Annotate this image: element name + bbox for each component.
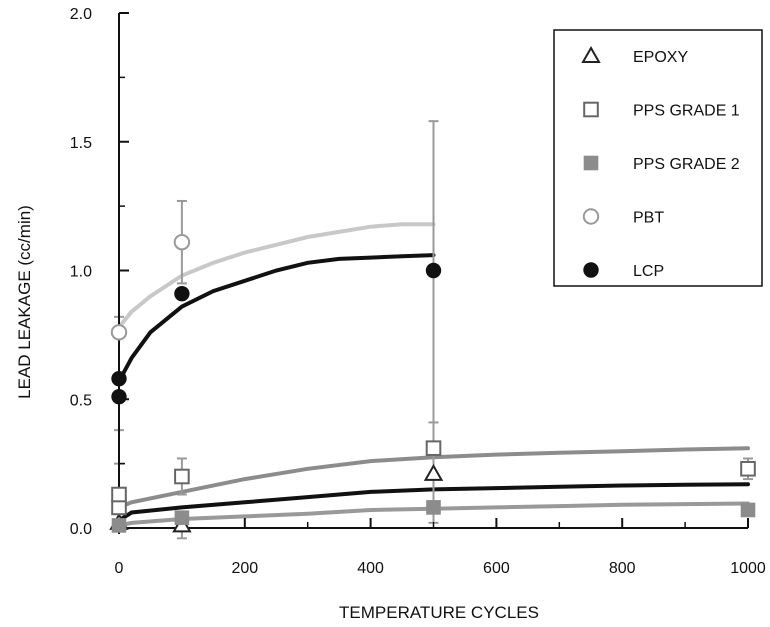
legend-label-epoxy: EPOXY — [633, 49, 688, 66]
data-point-pbt — [110, 324, 128, 341]
data-point-pps-grade-1 — [111, 486, 127, 503]
data-point-pps-grade-1 — [425, 440, 442, 456]
fit-curve-lcp — [117, 253, 436, 384]
y-tick-label: 0.0 — [70, 521, 92, 538]
y-tick-label: 1.5 — [70, 135, 92, 152]
legend-marker-pbt — [582, 208, 600, 225]
x-axis-title: TEMPERATURE CYCLES — [339, 603, 539, 622]
fit-curve-pps-grade-1 — [117, 446, 750, 510]
data-point-pps-grade-2 — [426, 500, 441, 515]
data-point-pps-grade-2 — [740, 502, 756, 518]
fit-curve-pbt — [117, 222, 436, 330]
data-markers — [109, 233, 756, 533]
axes — [113, 12, 749, 534]
fit-curve-epoxy — [117, 482, 750, 523]
data-point-pps-grade-2 — [174, 510, 190, 525]
fit-curves — [117, 222, 750, 528]
legend-label-pps-grade-1: PPS GRADE 1 — [633, 103, 740, 120]
legend-label-lcp: LCP — [633, 263, 664, 280]
legend: EPOXY PPS GRADE 1 PPS GRADE 2 PBT LCP — [553, 29, 763, 287]
x-tick-label: 0 — [115, 560, 124, 577]
x-tick-label: 600 — [483, 560, 510, 577]
data-point-pbt — [173, 233, 191, 251]
data-point-lcp — [111, 370, 127, 387]
y-tick-label: 0.5 — [70, 392, 92, 409]
y-axis-title: LEAD LEAKAGE (cc/min) — [15, 205, 34, 399]
data-point-pps-grade-2 — [111, 518, 127, 533]
x-tick-label: 400 — [357, 560, 384, 577]
x-tick-label: 200 — [231, 560, 258, 577]
legend-marker-pps-grade-2 — [583, 155, 599, 171]
legend-marker-pps-grade-1 — [583, 101, 599, 118]
fit-curve-pps-grade-2 — [117, 501, 750, 528]
legend-label-pbt: PBT — [633, 210, 664, 227]
legend-marker-epoxy — [581, 45, 601, 63]
data-point-epoxy — [423, 463, 444, 481]
data-point-pps-grade-1 — [111, 499, 127, 516]
y-tick-label: 1.0 — [70, 264, 92, 281]
legend-marker-lcp — [583, 262, 599, 278]
x-tick-label: 1000 — [730, 560, 766, 577]
tick-labels: 0.0 0.5 1.0 1.5 2.0 0 200 400 600 800 1000 — [70, 6, 766, 577]
data-point-pps-grade-1 — [174, 468, 190, 485]
legend-label-pps-grade-2: PPS GRADE 2 — [633, 156, 740, 173]
y-tick-label: 2.0 — [70, 6, 92, 23]
data-point-pps-grade-1 — [740, 460, 756, 477]
data-point-lcp — [425, 262, 442, 279]
data-point-lcp — [111, 388, 127, 405]
x-tick-label: 800 — [609, 560, 636, 577]
data-point-lcp — [174, 285, 190, 302]
